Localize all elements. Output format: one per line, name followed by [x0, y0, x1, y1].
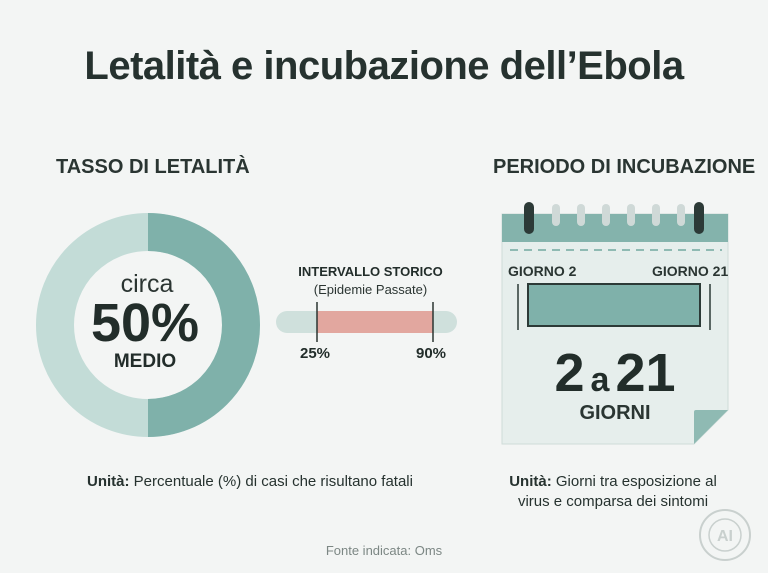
- range-subtitle: (Epidemie Passate): [313, 282, 428, 297]
- calendar-day-start: GIORNO 2: [508, 263, 577, 279]
- incubation-duration-bar: [527, 283, 701, 327]
- page-title: Letalità e incubazione dell’Ebola: [84, 44, 684, 88]
- donut-fill-arc: [147, 213, 260, 437]
- incubation-to: 21: [615, 343, 676, 403]
- incubation-from: 2: [554, 343, 585, 403]
- incubation-heading: PERIODO DI INCUBAZIONE: [493, 156, 756, 178]
- donut-medio-label: MEDIO: [113, 351, 177, 372]
- incubation-a: a: [590, 361, 610, 399]
- range-max-label: 90%: [416, 345, 447, 362]
- historical-range-bar: [276, 302, 457, 342]
- svg-text:AI: AI: [717, 528, 733, 545]
- calendar-fold: [694, 410, 728, 444]
- source-note: Fonte indicata: Oms: [325, 543, 443, 558]
- fatality-unit-label: Unità:: [87, 473, 130, 490]
- range-title: INTERVALLO STORICO: [298, 264, 443, 279]
- ai-generated-seal-icon: AI: [699, 509, 751, 561]
- fatality-unit-text: Percentuale (%) di casi che risultano fa…: [129, 473, 413, 490]
- incubation-unit-note: Unità: Giorni tra esposizione al virus e…: [478, 472, 748, 512]
- incubation-unit-line2: virus e comparsa dei sintomi: [517, 493, 709, 510]
- range-min-label: 25%: [300, 345, 331, 362]
- incubation-range: 2 a 21: [500, 342, 730, 404]
- calendar-day-end: GIORNO 21: [652, 263, 729, 279]
- range-fill: [317, 311, 433, 333]
- calendar-rings: [524, 202, 704, 234]
- calendar-icon: [501, 202, 729, 445]
- fatality-unit-note: Unità: Percentuale (%) di casi che risul…: [60, 472, 440, 492]
- incubation-unit-label: Unità:: [509, 473, 552, 490]
- calendar-header: [502, 214, 728, 242]
- fatality-donut-chart: [36, 213, 260, 437]
- incubation-unit-line1: Giorni tra esposizione al: [551, 473, 717, 490]
- donut-value: 50%: [90, 293, 200, 353]
- fatality-heading: TASSO DI LETALITÀ: [56, 156, 250, 178]
- incubation-giorni-label: GIORNI: [579, 402, 651, 424]
- donut-circa-label: circa: [120, 270, 174, 298]
